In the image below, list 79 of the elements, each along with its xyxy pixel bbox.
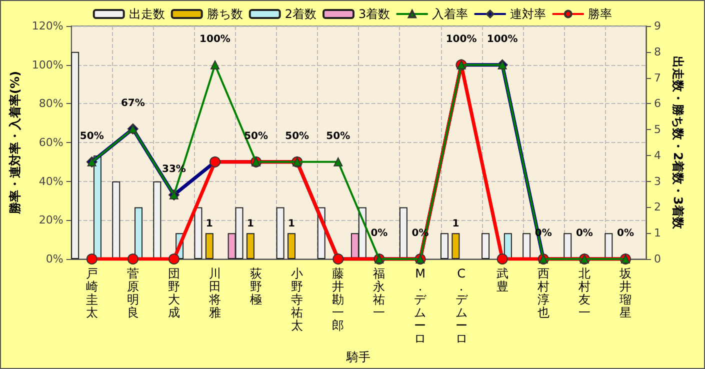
- point: [496, 254, 508, 264]
- legend-label: 連対率: [510, 7, 546, 21]
- bar: [564, 233, 572, 259]
- bar: [288, 233, 296, 259]
- data-label: 100%: [446, 34, 477, 45]
- x-tick-label: 武豊: [496, 266, 508, 294]
- y2-tick-label: 0: [654, 252, 661, 266]
- data-label: 0%: [370, 228, 388, 239]
- x-tick-label: 北村友一: [577, 266, 590, 320]
- y-tick-label: 60%: [38, 136, 64, 149]
- legend-label: 入着率: [432, 7, 468, 21]
- x-tick-label: 菅原明良: [126, 266, 139, 320]
- point: [210, 60, 220, 70]
- y2-tick-label: 6: [654, 97, 661, 110]
- x-tick-label: 戸崎圭太: [86, 266, 98, 320]
- x-tick-label: M.デムーロ: [414, 266, 428, 346]
- bar: [205, 233, 214, 259]
- point: [127, 254, 138, 264]
- y2-tick-label: 7: [654, 71, 661, 84]
- data-label: 0%: [576, 228, 593, 239]
- legend-label: 出走数: [128, 7, 165, 21]
- y2-axis-title: 出走数・勝ち数・2着数・3着数: [671, 56, 685, 230]
- x-axis-title: 騎手: [346, 350, 371, 364]
- data-label: 67%: [120, 98, 145, 109]
- legend-label: 勝ち数: [206, 7, 243, 21]
- bar: [194, 207, 202, 259]
- x-tick-label: C.デムーロ: [455, 266, 468, 346]
- data-label: 100%: [486, 34, 518, 45]
- y-tick-label: 80%: [38, 97, 64, 110]
- legend-label: 勝率: [588, 7, 612, 21]
- bar: [276, 207, 284, 259]
- y-tick-label: 20%: [38, 214, 64, 227]
- bar: [522, 233, 531, 259]
- bar: [134, 207, 143, 259]
- bar: [504, 233, 512, 259]
- y-tick-label: 100%: [32, 58, 64, 72]
- bar: [246, 233, 254, 259]
- y2-tick-label: 3: [654, 174, 661, 188]
- x-tick-label: 川田将雅: [208, 266, 222, 320]
- data-label: 1: [452, 218, 460, 230]
- y2-tick-label: 1: [654, 226, 661, 240]
- bar: [482, 233, 490, 259]
- x-tick-label: 坂井瑠星: [618, 266, 632, 320]
- y-tick-label: 0%: [46, 252, 64, 266]
- legend-label: 3着数: [358, 7, 390, 21]
- y-tick-label: 120%: [32, 20, 64, 32]
- bar: [440, 233, 448, 259]
- bar: [71, 52, 80, 259]
- data-label: 50%: [326, 130, 350, 142]
- bar: [399, 207, 408, 259]
- y2-tick-label: 5: [654, 123, 661, 136]
- x-tick-label: 西村淳也: [536, 266, 550, 320]
- point: [86, 254, 98, 264]
- y2-tick-label: 8: [654, 45, 661, 58]
- data-label: 0%: [616, 228, 634, 239]
- data-label: 50%: [80, 130, 104, 142]
- bar: [153, 181, 162, 259]
- bar: [112, 181, 120, 259]
- y2-tick-label: 4: [654, 148, 661, 162]
- y2-tick-label: 2: [654, 200, 661, 214]
- x-tick-label: 福永祐一: [373, 266, 386, 320]
- x-tick-label: 団野大成: [168, 266, 180, 320]
- data-label: 1: [246, 218, 254, 230]
- point: [334, 157, 343, 166]
- x-tick-label: 荻野極: [250, 266, 262, 306]
- y2-tick-label: 9: [654, 20, 661, 32]
- bar: [93, 155, 102, 259]
- x-tick-label: 小野寺祐太: [291, 266, 304, 332]
- data-label: 1: [288, 218, 296, 230]
- bar: [452, 233, 460, 259]
- data-label: 100%: [200, 34, 230, 45]
- data-label: 50%: [285, 130, 310, 142]
- y-tick-label: 40%: [38, 174, 64, 188]
- point: [168, 254, 180, 264]
- x-tick-label: 藤井勘一郎: [332, 266, 344, 332]
- bar: [604, 233, 613, 259]
- y-axis-title: 勝率・連対率・入着率(%): [8, 71, 22, 215]
- legend-label: 2着数: [284, 7, 317, 21]
- data-label: 1: [206, 218, 213, 230]
